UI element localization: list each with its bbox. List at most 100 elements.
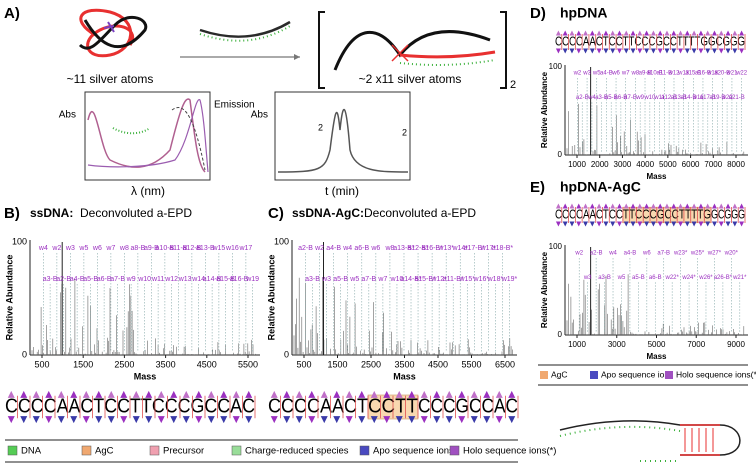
triangle xyxy=(583,203,589,209)
ion-label: w10 xyxy=(137,276,151,283)
triangle xyxy=(157,390,165,398)
legend-swatch xyxy=(149,445,160,456)
triangle xyxy=(308,390,316,398)
triangle xyxy=(383,390,391,398)
x-tick-label: 1000 xyxy=(568,160,586,169)
triangle xyxy=(576,48,582,54)
legend-label: Apo sequence ions xyxy=(601,369,673,379)
triangle xyxy=(671,30,677,36)
legend-label: AgC xyxy=(95,446,114,457)
triangle xyxy=(718,203,724,209)
triangle xyxy=(698,30,704,36)
x-label: Mass xyxy=(134,371,157,381)
triangle xyxy=(576,30,582,36)
triangle xyxy=(705,221,711,227)
triangle xyxy=(725,48,731,54)
triangle xyxy=(508,416,516,424)
legend-swatch xyxy=(665,371,673,379)
x-tick-label: 2000 xyxy=(591,160,609,169)
ion-label: a2-B xyxy=(56,276,71,283)
triangle xyxy=(95,416,103,424)
subscript: 2 xyxy=(318,122,323,132)
triangle xyxy=(732,203,738,209)
ion-label: a4-B xyxy=(624,251,637,257)
triangle xyxy=(739,30,745,36)
triangle xyxy=(583,30,589,36)
triangle xyxy=(7,390,15,398)
ion-label: w26* xyxy=(698,275,713,281)
ion-label: a21-B xyxy=(729,95,745,101)
triangle xyxy=(7,416,15,424)
triangle xyxy=(458,390,466,398)
triangle xyxy=(657,48,663,54)
triangle xyxy=(725,203,731,209)
ion-label: w4 xyxy=(38,245,48,252)
triangle xyxy=(623,48,629,54)
y-tick-label: 100 xyxy=(549,242,563,251)
triangle xyxy=(610,30,616,36)
triangle xyxy=(711,30,717,36)
triangle xyxy=(508,390,516,398)
ion-label: a12-B xyxy=(183,245,202,252)
triangle xyxy=(483,390,491,398)
x-tick-label: 3500 xyxy=(156,359,176,369)
y-tick-label: 0 xyxy=(22,349,27,359)
x-tick-label: 1500 xyxy=(327,359,347,369)
triangle xyxy=(569,203,575,209)
triangle xyxy=(589,48,595,54)
ion-label: a3-B xyxy=(595,95,608,101)
triangle xyxy=(610,48,616,54)
subscript: 2 xyxy=(402,127,407,137)
triangle xyxy=(664,221,670,227)
ion-label: w12 xyxy=(164,276,178,283)
triangle xyxy=(70,390,78,398)
triangle xyxy=(195,416,203,424)
triangle xyxy=(678,30,684,36)
triangle xyxy=(698,221,704,227)
triangle xyxy=(603,30,609,36)
triangle xyxy=(20,416,28,424)
triangle xyxy=(70,416,78,424)
ion-label: a11-B xyxy=(169,245,187,252)
sequence: TTCCCGCCTTTTG xyxy=(623,206,711,221)
ion-label: a12-B xyxy=(661,95,677,101)
triangle xyxy=(637,221,643,227)
ion-label: w22 xyxy=(735,71,748,77)
triangle xyxy=(671,203,677,209)
triangle xyxy=(623,221,629,227)
triangle xyxy=(664,48,670,54)
x-tick-label: 3000 xyxy=(614,160,632,169)
ion-label: w15 xyxy=(211,245,225,252)
triangle xyxy=(207,390,215,398)
triangle xyxy=(82,416,90,424)
triangle xyxy=(495,416,503,424)
triangle xyxy=(732,48,738,54)
triangle xyxy=(610,221,616,227)
y-tick-label: 0 xyxy=(284,349,289,359)
y-label: Relative Abundance xyxy=(540,251,549,328)
ion-label: a6-B xyxy=(615,95,628,101)
x-tick-label: 5000 xyxy=(659,160,677,169)
triangle xyxy=(555,30,561,36)
triangle xyxy=(333,416,341,424)
ion-label: a13-B* xyxy=(393,245,415,252)
ion-label: w8 xyxy=(119,245,129,252)
ion-label: a15-B xyxy=(216,276,235,283)
triangle xyxy=(637,203,643,209)
ion-label: a7-B xyxy=(361,276,376,283)
triangle xyxy=(569,48,575,54)
y-label: Relative Abundance xyxy=(4,255,14,341)
ion-label: a17-B* xyxy=(464,245,486,252)
triangle xyxy=(345,390,353,398)
ion-label: w3 xyxy=(582,71,591,77)
ion-label: w20* xyxy=(724,251,739,257)
triangle xyxy=(182,390,190,398)
ion-label: a13-B xyxy=(196,245,215,252)
ion-label: a3-B xyxy=(598,275,611,281)
ion-label: w18* xyxy=(487,276,504,283)
ion-label: w19* xyxy=(501,276,518,283)
ion-label: w10 xyxy=(643,95,656,101)
triangle xyxy=(562,221,568,227)
triangle xyxy=(220,416,228,424)
y-label: Abs xyxy=(59,110,76,121)
